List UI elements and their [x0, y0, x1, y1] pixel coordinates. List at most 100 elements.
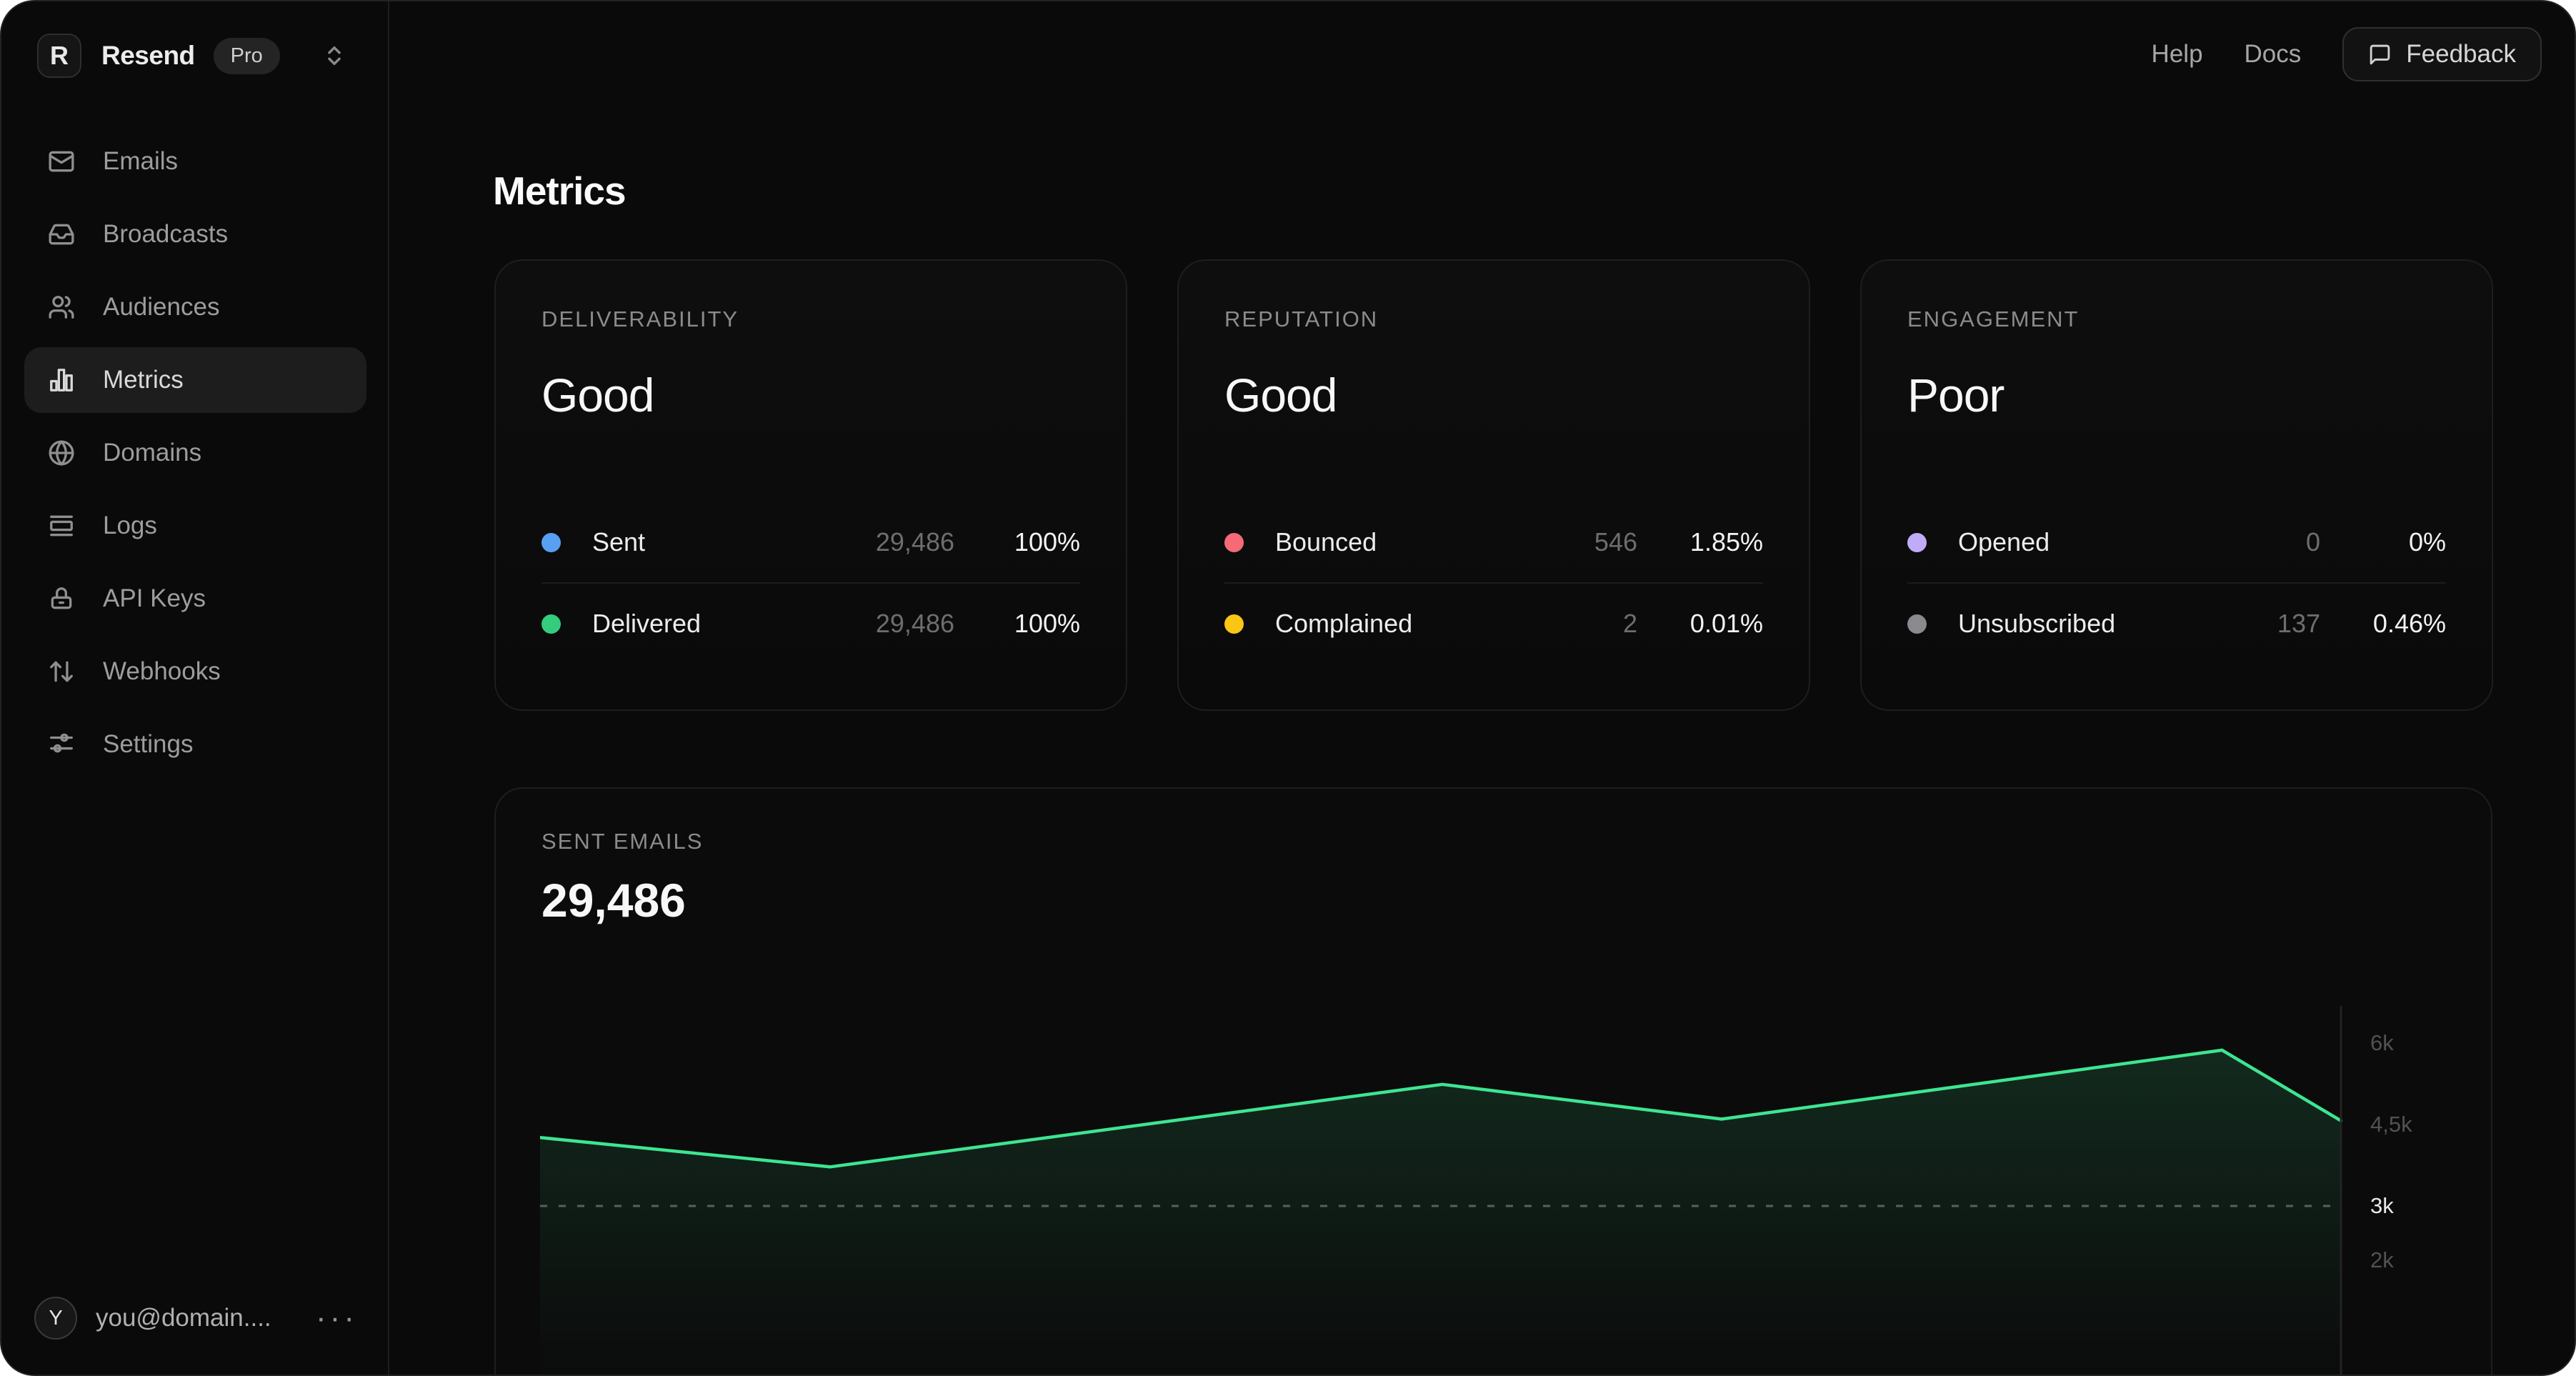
help-link[interactable]: Help — [2151, 40, 2203, 68]
message-square-icon — [2368, 43, 2392, 66]
sidebar-item-emails[interactable]: Emails — [24, 129, 366, 194]
legend-dot — [1907, 614, 1927, 634]
feedback-button[interactable]: Feedback — [2342, 27, 2542, 81]
reputation-card: REPUTATION Good Bounced 546 1.85% Compla… — [1177, 259, 1810, 711]
bar-chart-icon — [47, 366, 76, 394]
card-category: ENGAGEMENT — [1907, 306, 2080, 331]
card-rows: Sent 29,486 100% Delivered 29,486 100% — [541, 502, 1080, 664]
user-account-row[interactable]: Y you@domain.... ··· — [34, 1296, 358, 1340]
sidebar-item-audiences[interactable]: Audiences — [24, 274, 366, 340]
stat-label: Opened — [1958, 527, 2050, 557]
topbar: Help Docs Feedback — [2152, 27, 2542, 81]
sidebar-item-label: Metrics — [103, 366, 184, 394]
legend-dot — [1224, 532, 1244, 552]
stat-row-opened: Opened 0 0% — [1907, 502, 2446, 582]
stat-value: 29,486 — [875, 609, 954, 638]
chevrons-up-down-icon[interactable] — [322, 44, 346, 68]
docs-link[interactable]: Docs — [2244, 40, 2302, 68]
y-tick-label: 6k — [2370, 1030, 2394, 1055]
sidebar: R Resend Pro Emails — [1, 1, 389, 1375]
stat-value: 546 — [1594, 527, 1637, 557]
sent-emails-card: SENT EMAILS 29,486 6k 4,5k 3k 2k — [494, 787, 2492, 1376]
card-category: DELIVERABILITY — [541, 306, 739, 331]
card-category: REPUTATION — [1224, 306, 1379, 331]
stat-percent: 0.01% — [1689, 609, 1763, 638]
stat-percent: 100% — [1014, 609, 1080, 638]
user-email: you@domain.... — [96, 1304, 271, 1332]
feedback-label: Feedback — [2406, 40, 2516, 68]
arrow-up-down-icon — [47, 657, 76, 686]
globe-icon — [47, 439, 76, 467]
sidebar-item-api-keys[interactable]: API Keys — [24, 566, 366, 632]
legend-dot — [541, 532, 561, 552]
sidebar-item-label: Audiences — [103, 293, 220, 321]
stat-value: 2 — [1622, 609, 1637, 638]
workspace-name: Resend — [101, 41, 195, 70]
plan-badge: Pro — [213, 37, 280, 74]
inbox-icon — [47, 220, 76, 249]
sidebar-item-label: Settings — [103, 730, 194, 758]
stat-label: Unsubscribed — [1958, 609, 2116, 638]
chart-area-fill — [540, 1050, 2341, 1375]
sent-emails-line — [540, 1048, 2342, 1169]
ellipsis-menu-icon[interactable]: ··· — [316, 1300, 358, 1335]
y-tick-label: 4,5k — [2370, 1112, 2412, 1137]
y-tick-label: 2k — [2370, 1247, 2394, 1272]
sidebar-item-label: Domains — [103, 439, 202, 467]
stat-percent: 100% — [1014, 527, 1080, 557]
page-title: Metrics — [493, 168, 626, 213]
stat-label: Complained — [1275, 609, 1413, 638]
sidebar-item-webhooks[interactable]: Webhooks — [24, 639, 366, 704]
sidebar-item-domains[interactable]: Domains — [24, 420, 366, 486]
legend-dot — [1907, 532, 1927, 552]
sidebar-item-label: Broadcasts — [103, 220, 229, 248]
resend-logo-letter: R — [50, 41, 69, 70]
stat-label: Sent — [592, 527, 646, 557]
legend-dot — [1224, 614, 1244, 634]
workspace-switcher[interactable]: R Resend Pro — [37, 33, 359, 79]
chart-card-label: SENT EMAILS — [541, 829, 704, 854]
sidebar-item-label: Emails — [103, 147, 179, 175]
stat-label: Bounced — [1275, 527, 1377, 557]
card-status: Good — [1224, 369, 1337, 422]
sent-emails-area-chart[interactable] — [540, 989, 2342, 1376]
sidebar-nav: Emails Broadcasts Audiences — [24, 129, 366, 784]
card-status: Good — [541, 369, 654, 422]
chart-total-value: 29,486 — [541, 874, 686, 927]
stat-label: Delivered — [592, 609, 702, 638]
lock-icon — [47, 584, 76, 613]
resend-logo: R — [37, 34, 81, 78]
users-icon — [47, 293, 76, 321]
card-rows: Opened 0 0% Unsubscribed 137 0.46% — [1907, 502, 2446, 664]
sidebar-item-label: Webhooks — [103, 657, 221, 685]
sidebar-item-metrics[interactable]: Metrics — [24, 347, 366, 413]
deliverability-card: DELIVERABILITY Good Sent 29,486 100% Del… — [494, 259, 1127, 711]
card-rows: Bounced 546 1.85% Complained 2 0.01% — [1224, 502, 1763, 664]
sidebar-item-label: API Keys — [103, 584, 206, 612]
sidebar-item-settings[interactable]: Settings — [24, 712, 366, 777]
stat-row-sent: Sent 29,486 100% — [541, 502, 1080, 582]
mail-icon — [47, 147, 76, 176]
stat-value: 0 — [2305, 527, 2320, 557]
sliders-icon — [47, 730, 76, 759]
stat-row-complained: Complained 2 0.01% — [1224, 582, 1763, 664]
legend-dot — [541, 614, 561, 634]
summary-cards: DELIVERABILITY Good Sent 29,486 100% Del… — [494, 259, 2493, 711]
y-tick-label: 3k — [2370, 1193, 2394, 1218]
rows-icon — [47, 512, 76, 540]
avatar-initial: Y — [49, 1306, 63, 1330]
sidebar-item-logs[interactable]: Logs — [24, 493, 366, 559]
stat-row-delivered: Delivered 29,486 100% — [541, 582, 1080, 664]
avatar: Y — [34, 1297, 77, 1340]
stat-value: 29,486 — [875, 527, 954, 557]
sidebar-item-broadcasts[interactable]: Broadcasts — [24, 201, 366, 267]
sidebar-item-label: Logs — [103, 512, 157, 539]
stat-percent: 1.85% — [1689, 527, 1763, 557]
card-status: Poor — [1907, 369, 2005, 422]
engagement-card: ENGAGEMENT Poor Opened 0 0% Unsubscribed… — [1860, 259, 2493, 711]
stat-row-unsubscribed: Unsubscribed 137 0.46% — [1907, 582, 2446, 664]
stat-value: 137 — [2277, 609, 2320, 638]
stat-percent: 0.46% — [2372, 609, 2446, 638]
